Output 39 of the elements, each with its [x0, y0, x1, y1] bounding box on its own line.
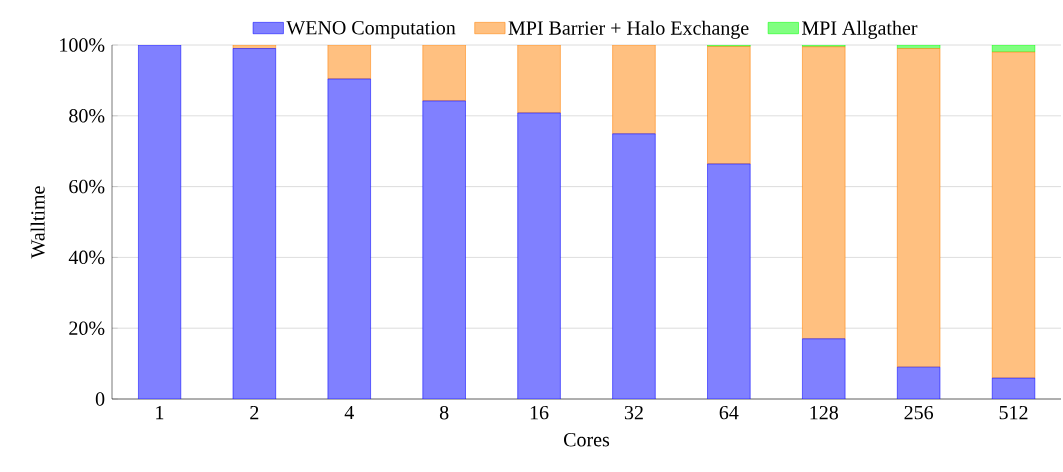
x-tick-label: 4: [344, 405, 354, 420]
x-tick-label: 32: [624, 405, 643, 420]
bar: [517, 45, 561, 114]
y-tick-label: 20%: [69, 321, 105, 335]
bar: [612, 45, 656, 135]
x-tick-label: 1: [156, 405, 164, 420]
legend-label: WENO Computation: [286, 21, 456, 39]
y-axis-title: Walltime: [30, 186, 45, 259]
x-tick-label: 256: [904, 405, 934, 420]
x-tick-label: 16: [530, 405, 549, 420]
x-tick-label: 8: [439, 405, 449, 420]
bar: [991, 377, 1036, 399]
y-tick-label: 0: [95, 392, 105, 406]
x-tick-label: 128: [810, 405, 838, 420]
bar: [707, 46, 751, 165]
bar: [232, 48, 276, 399]
legend-label: MPI Allgather: [802, 20, 918, 39]
y-tick-label: 100%: [60, 38, 105, 52]
bar: [517, 112, 561, 399]
bar: [327, 45, 371, 80]
legend-label: MPI Barrier + Halo Exchange: [508, 20, 749, 39]
y-tick-label: 80%: [69, 109, 105, 123]
x-tick-label: 2: [250, 405, 259, 420]
y-tick-label: 40%: [68, 250, 105, 265]
bar: [327, 78, 371, 399]
bar: [991, 51, 1036, 379]
bar: [707, 163, 751, 399]
bar: [422, 45, 466, 102]
x-axis-title: Cores: [563, 433, 610, 447]
bar: [897, 48, 941, 368]
y-tick-label: 60%: [69, 179, 105, 194]
bar: [612, 133, 656, 399]
bar: [802, 338, 846, 399]
bar: [137, 45, 182, 399]
bar: [422, 100, 466, 399]
x-tick-label: 512: [999, 405, 1028, 420]
bar: [897, 366, 941, 399]
x-tick-label: 64: [719, 405, 739, 420]
bar: [802, 46, 846, 340]
